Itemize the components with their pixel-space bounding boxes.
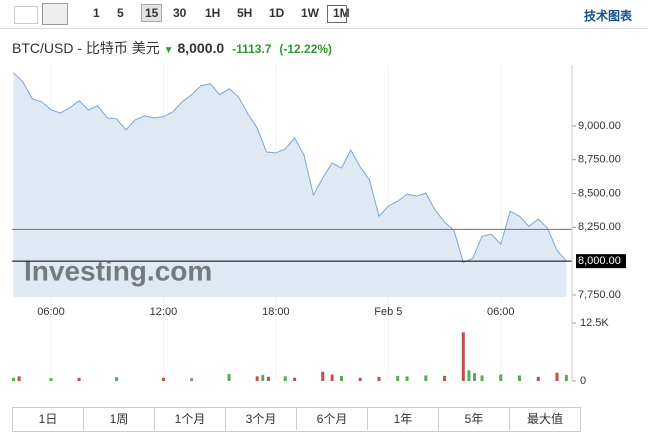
volume-bar (161, 377, 165, 381)
chart-type-button[interactable] (42, 3, 68, 25)
watermark: Investing.com (24, 255, 212, 286)
interval-button[interactable]: 1 (93, 6, 100, 20)
period-border (12, 407, 581, 432)
volume-bar (443, 375, 447, 381)
tech-chart-link[interactable]: 技术图表 (583, 9, 632, 23)
plot-border (0, 28, 648, 29)
x-tick-label: 06:00 (37, 306, 65, 318)
period-button[interactable]: 1周 (83, 408, 154, 430)
change-pct: (-12.22%) (279, 42, 333, 56)
volume-bar (339, 375, 343, 381)
volume-bar (77, 377, 81, 381)
volume-bar (115, 377, 119, 381)
volume-bar (11, 377, 15, 381)
y-tick-label: 7,750.00 (578, 289, 621, 301)
volume-bar (555, 372, 559, 381)
interval-button[interactable]: 1M (333, 6, 350, 20)
interval-button[interactable]: 1D (269, 6, 285, 20)
indicator-button[interactable] (327, 5, 347, 23)
volume-bar (266, 376, 270, 381)
volume-bar (424, 375, 428, 381)
volume-bar (17, 376, 21, 381)
volume-bar (293, 377, 297, 381)
y-tick-label: 8,750.00 (578, 154, 621, 166)
y-tick-label: 12.5K (580, 317, 609, 329)
volume-bar (396, 375, 400, 381)
x-tick-label: Feb 5 (374, 306, 402, 318)
interval-button[interactable]: 5H (237, 6, 253, 20)
volume-bar (227, 374, 231, 381)
x-tick-label: 12:00 (150, 306, 178, 318)
volume-bar (321, 371, 325, 381)
line (13, 72, 567, 264)
volume-bar (255, 376, 259, 381)
x-tick-label: 06:00 (487, 306, 515, 318)
volume-bar (518, 375, 522, 381)
header: BTC/USD - 比特币 美元 ▼ 8,000.0 -1113.7 (-12.… (12, 40, 333, 56)
instrument-name: BTC/USD - 比特币 美元 (12, 40, 160, 56)
volume-bar (499, 374, 503, 381)
change: -1113.7 (232, 42, 272, 56)
volume-bar (190, 378, 194, 381)
y-tick-label: 9,000.00 (578, 120, 621, 132)
y-tick-label: 8,000.00 (578, 255, 621, 267)
period-button[interactable]: 6个月 (296, 408, 367, 430)
volume-bar (480, 375, 484, 381)
volume-bar (261, 374, 265, 381)
price: 8,000.0 (177, 40, 225, 56)
area (13, 72, 567, 297)
chart-type-button[interactable] (14, 6, 38, 24)
volume-bar (564, 374, 568, 381)
interval-button[interactable]: 30 (173, 6, 187, 20)
interval-button[interactable]: 5 (117, 6, 124, 20)
volume-bar (405, 376, 409, 381)
y-tick-label: 0 (580, 375, 586, 387)
volume-bar (536, 376, 540, 381)
volume-bar (49, 378, 53, 381)
volume-bar (358, 377, 362, 381)
interval-button[interactable]: 1W (301, 6, 319, 20)
volume-bar (461, 332, 465, 381)
volume-bar (283, 376, 287, 381)
volume-bar (330, 374, 334, 381)
current-box (576, 254, 626, 269)
period-button[interactable]: 最大值 (509, 408, 580, 430)
period-button[interactable]: 5年 (438, 408, 509, 430)
interval-button[interactable]: 1H (205, 6, 221, 20)
volume-bar (473, 373, 477, 381)
period-button[interactable]: 3个月 (225, 408, 296, 430)
period-button[interactable]: 1个月 (154, 408, 225, 430)
interval-button[interactable]: 15 (141, 4, 163, 22)
x-tick-label: 18:00 (262, 306, 290, 318)
period-button[interactable]: 1年 (367, 408, 438, 430)
volume-bar (467, 370, 471, 381)
volume-bar (377, 376, 381, 381)
y-tick-label: 8,500.00 (578, 187, 621, 199)
y-tick-label: 8,250.00 (578, 221, 621, 233)
